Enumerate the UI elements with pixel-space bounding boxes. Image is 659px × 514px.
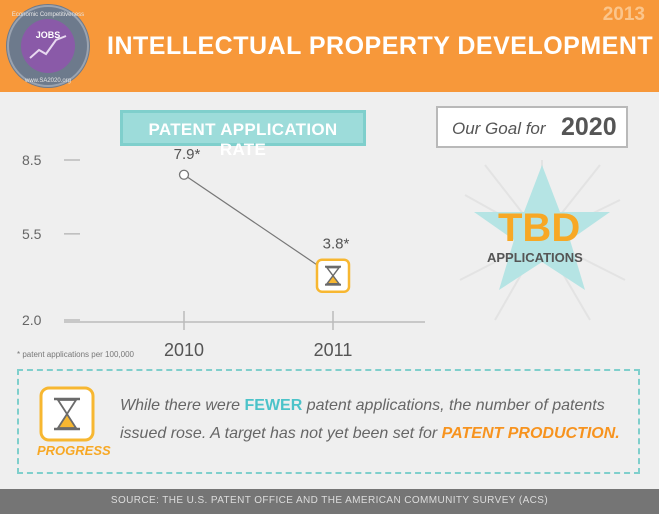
y-tick-label: 5.5: [22, 226, 42, 242]
chart-footnote: * patent applications per 100,000: [17, 350, 134, 359]
hourglass-icon: [315, 258, 351, 293]
footer-bar: SOURCE: THE U.S. PATENT OFFICE AND THE A…: [0, 489, 659, 514]
progress-hourglass-icon: [39, 386, 95, 442]
progress-label: PROGRESS: [37, 443, 111, 458]
page-title: INTELLECTUAL PROPERTY DEVELOPMENT: [107, 32, 654, 60]
highlight-fewer: FEWER: [244, 397, 303, 414]
progress-message: While there were FEWER patent applicatio…: [120, 392, 630, 448]
highlight-production: PATENT PRODUCTION.: [441, 425, 620, 442]
data-point: [178, 169, 190, 180]
goal-box: Our Goal for 2020: [436, 106, 628, 148]
y-tick-label: 2.0: [22, 312, 42, 328]
goal-year: 2020: [561, 113, 617, 141]
message-part-2: patent applications, the number of paten…: [120, 397, 605, 442]
message-part-1: While there were: [120, 397, 245, 414]
logo-center-text: JOBS: [36, 30, 61, 40]
data-label: 7.9*: [174, 146, 201, 163]
logo-bottom-text: www.SA2020.org: [24, 78, 71, 84]
report-year: 2013: [602, 4, 645, 25]
goal-star-icon: [459, 160, 626, 321]
chart-title-box: PATENT APPLICATION RATE: [120, 110, 366, 159]
goal-unit: APPLICATIONS: [487, 250, 583, 265]
chart-title: PATENT APPLICATION RATE: [148, 120, 338, 159]
y-tick-label: 8.5: [22, 152, 42, 168]
sa2020-logo: JOBS Economic Competitiveness www.SA2020…: [6, 4, 90, 88]
header-bar: JOBS Economic Competitiveness www.SA2020…: [0, 0, 659, 92]
series-line: [183, 174, 334, 277]
goal-label: Our Goal for: [452, 119, 546, 138]
progress-panel: [17, 369, 640, 474]
x-tick-label: 2010: [164, 340, 204, 360]
goal-value: TBD: [498, 206, 581, 250]
logo-top-text: Economic Competitiveness: [12, 12, 84, 18]
source-text: SOURCE: THE U.S. PATENT OFFICE AND THE A…: [110, 495, 549, 506]
x-tick-label: 2011: [314, 340, 353, 360]
data-label: 3.8*: [323, 236, 350, 253]
